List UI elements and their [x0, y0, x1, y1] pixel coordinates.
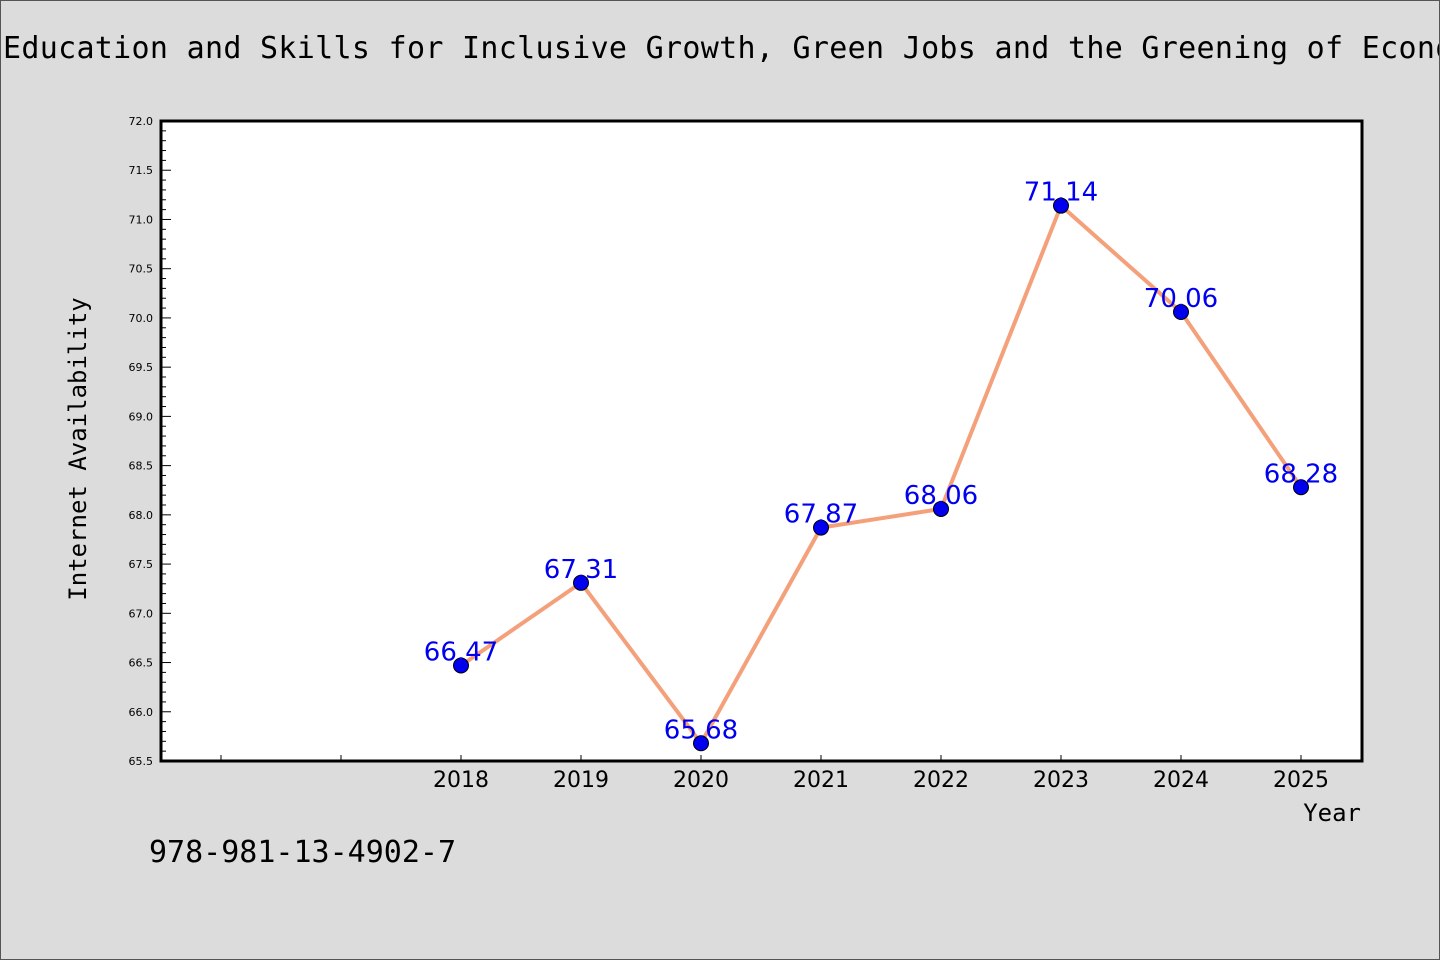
y-tick-label: 66.0	[129, 706, 154, 719]
y-tick-label: 69.0	[129, 410, 154, 423]
data-point	[453, 657, 469, 674]
x-axis-label: Year	[1303, 799, 1361, 827]
data-point	[693, 735, 709, 752]
y-tick-label: 65.5	[129, 755, 154, 768]
data-point	[573, 574, 589, 591]
data-label: 65.68	[664, 715, 738, 745]
x-tick-label: 2025	[1273, 768, 1329, 793]
y-tick-label: 67.0	[129, 607, 154, 620]
x-tick-label: 2023	[1033, 768, 1089, 793]
data-point	[1173, 304, 1189, 321]
data-point	[813, 519, 829, 536]
y-tick-label: 71.5	[129, 164, 154, 177]
data-point	[1053, 197, 1069, 214]
data-labels: 66.47 67.31 65.68 67.87 68.06 71.14 70.06 68.28	[424, 178, 1338, 746]
data-point	[1293, 479, 1309, 496]
data-label: 68.06	[904, 481, 978, 511]
series-line	[459, 203, 1303, 746]
isbn-text: 978-981-13-4902-7	[149, 835, 457, 870]
x-tick-label: 2020	[673, 768, 729, 793]
x-tick-label: 2021	[793, 768, 849, 793]
y-axis-label: Internet Availability	[64, 297, 92, 600]
y-tick-label: 70.0	[129, 312, 154, 325]
plot-area	[161, 121, 1362, 761]
chart-title: Education and Skills for Inclusive Growt…	[3, 31, 1440, 66]
y-tick-label: 66.5	[129, 657, 154, 670]
y-tick-label: 68.0	[129, 509, 154, 522]
plot-frame	[159, 119, 1364, 763]
data-label: 71.14	[1024, 178, 1098, 208]
y-tick-label: 71.0	[129, 213, 154, 226]
y-tick-label: 67.5	[129, 558, 154, 571]
y-tick-label: 72.0	[129, 115, 154, 128]
y-tick-label: 69.5	[129, 361, 154, 374]
data-label: 67.87	[784, 500, 858, 530]
data-label: 68.28	[1264, 459, 1338, 489]
x-tick-label: 2024	[1153, 768, 1209, 793]
x-tick-label: 2019	[553, 768, 609, 793]
data-series	[453, 197, 1309, 752]
x-tick-label: 2018	[433, 768, 489, 793]
y-tick-label: 68.5	[129, 460, 154, 473]
data-label: 67.31	[544, 555, 618, 585]
data-label: 66.47	[424, 637, 498, 667]
x-tick-label: 2022	[913, 768, 969, 793]
y-tick-label: 70.5	[129, 263, 154, 276]
data-point	[933, 500, 949, 517]
x-axis-ticks: 2018 2019 2020 2021 2022 2023 2024 2025	[220, 755, 1329, 793]
data-label: 70.06	[1144, 284, 1218, 314]
y-axis-ticks: 65.5 66.0 66.5 67.0 67.5 68.0 68.5 69.0 69.5 70.0…	[129, 115, 171, 768]
